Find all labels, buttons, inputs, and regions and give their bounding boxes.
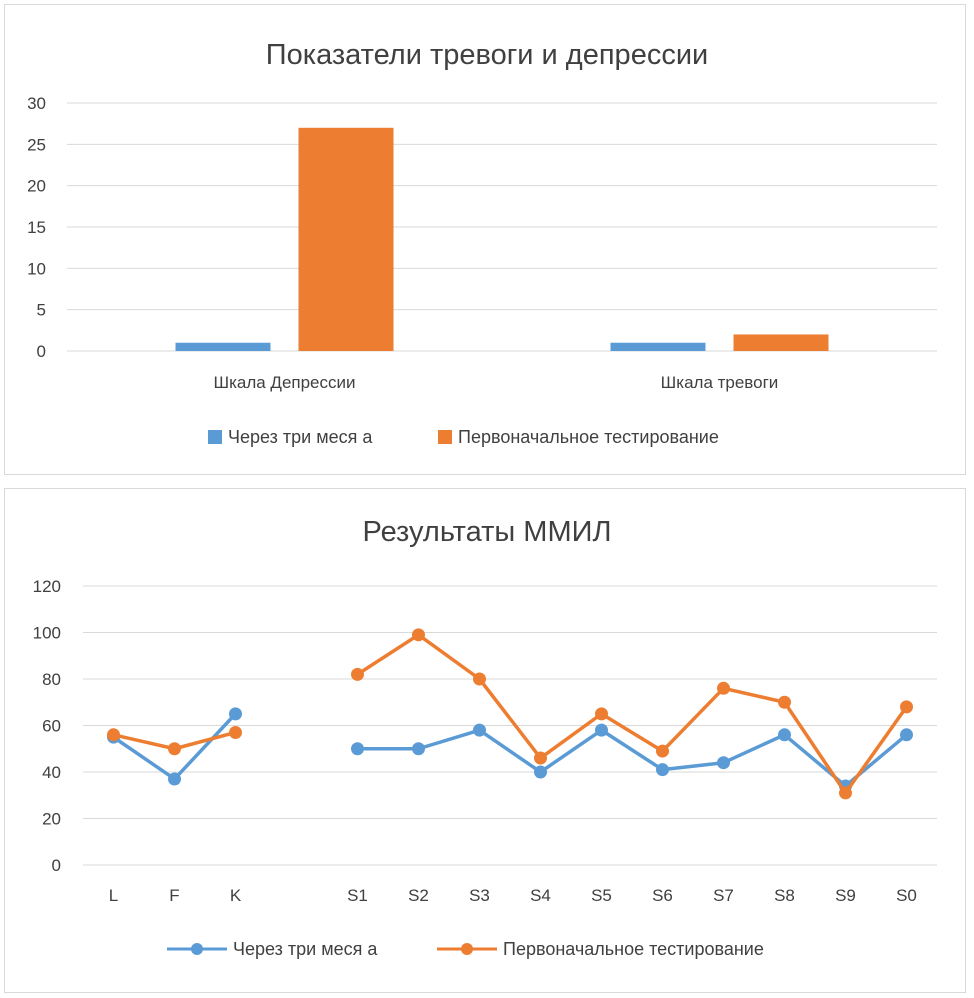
series-line — [357, 728, 908, 788]
data-point — [656, 744, 669, 758]
x-tick-label: Шкала Депрессии — [213, 373, 355, 392]
data-point — [534, 751, 547, 765]
x-tick-label: S2 — [408, 886, 429, 905]
x-tick-label: S7 — [713, 886, 734, 905]
bar-series-2 — [298, 127, 394, 351]
data-point — [351, 742, 364, 756]
data-point — [168, 742, 181, 756]
bar-series-1 — [610, 342, 706, 351]
data-point — [412, 742, 425, 756]
x-tick-label: K — [230, 886, 242, 905]
chart-title: Результаты ММИЛ — [363, 516, 612, 548]
legend-swatch-series-1 — [208, 430, 222, 444]
x-tick-label: S0 — [896, 886, 917, 905]
y-tick-label: 60 — [42, 717, 61, 736]
mmpi-results-chart-panel: Результаты ММИЛ 0 20 40 60 80 100 120 L F K S1 S2 S… — [4, 488, 966, 993]
data-point — [717, 756, 730, 770]
y-tick-label: 25 — [27, 135, 46, 154]
data-point — [595, 707, 608, 721]
data-point — [900, 728, 913, 742]
data-point — [534, 765, 547, 779]
legend: Через три меся а Первоначальное тестиров… — [167, 939, 764, 959]
x-tick-label: S8 — [774, 886, 795, 905]
bar-series-2 — [733, 334, 829, 351]
data-point — [778, 695, 791, 709]
data-point — [473, 723, 486, 737]
y-tick-label: 10 — [27, 259, 46, 278]
legend-label-series-2: Первоначальное тестирование — [458, 427, 719, 447]
y-tick-label: 30 — [27, 94, 46, 113]
y-tick-label: 20 — [42, 810, 61, 829]
legend: Через три меся а Первоначальное тестиров… — [208, 427, 719, 447]
x-tick-label: S5 — [591, 886, 612, 905]
bar-series-1 — [175, 342, 271, 351]
x-tick-label: F — [169, 886, 179, 905]
x-tick-label: S9 — [835, 886, 856, 905]
chart-title: Показатели тревоги и депрессии — [266, 39, 708, 71]
x-tick-label: S6 — [652, 886, 673, 905]
data-point — [168, 772, 181, 786]
legend-marker-series-1 — [191, 943, 203, 955]
data-point — [595, 723, 608, 737]
series-line — [356, 633, 908, 795]
y-tick-label: 20 — [27, 177, 46, 196]
depression-anxiety-chart-panel: Показатели тревоги и депрессии 0 5 10 15 20 2… — [4, 4, 966, 475]
legend-marker-series-2 — [461, 943, 473, 955]
legend-label-series-2: Первоначальное тестирование — [503, 939, 764, 959]
data-point — [107, 728, 120, 742]
legend-label-series-1: Через три меся а — [233, 939, 378, 959]
data-point — [656, 763, 669, 777]
y-tick-label: 0 — [37, 342, 46, 361]
y-tick-label: 15 — [27, 218, 46, 237]
data-point — [229, 725, 242, 739]
data-point — [900, 700, 913, 714]
x-tick-label: Шкала тревоги — [661, 373, 779, 392]
data-point — [351, 667, 364, 681]
x-tick-label: S3 — [469, 886, 490, 905]
series-2 — [107, 628, 913, 800]
data-point — [412, 628, 425, 642]
data-point — [229, 707, 242, 721]
y-tick-label: 0 — [52, 856, 61, 875]
bar-chart: Показатели тревоги и депрессии 0 5 10 15 20 2… — [27, 39, 937, 447]
y-tick-label: 100 — [33, 624, 61, 643]
line-chart: Результаты ММИЛ 0 20 40 60 80 100 120 L F K S1 S2 S… — [33, 516, 937, 959]
data-point — [717, 681, 730, 695]
legend-swatch-series-2 — [438, 430, 452, 444]
y-tick-label: 80 — [42, 670, 61, 689]
legend-label-series-1: Через три меся а — [228, 427, 373, 447]
data-point — [839, 786, 852, 800]
x-tick-label: S4 — [530, 886, 551, 905]
y-tick-label: 120 — [33, 577, 61, 596]
data-point — [778, 728, 791, 742]
x-tick-label: L — [109, 886, 118, 905]
data-point — [473, 672, 486, 686]
y-tick-label: 40 — [42, 763, 61, 782]
y-tick-label: 5 — [37, 301, 46, 320]
x-tick-label: S1 — [347, 886, 368, 905]
